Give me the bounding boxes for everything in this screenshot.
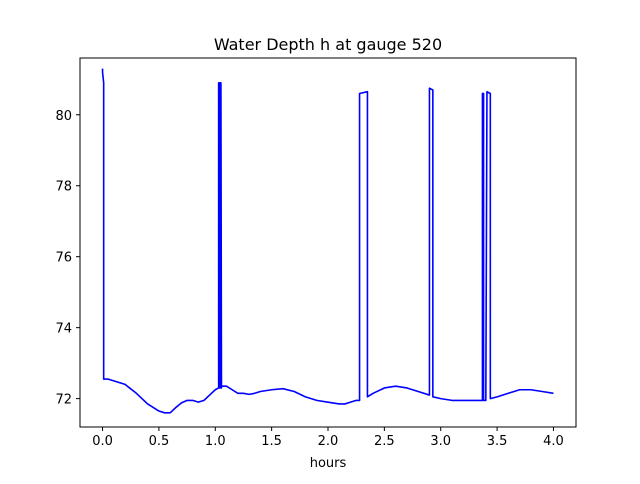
- x-tick-label: 0.5: [149, 434, 170, 449]
- x-tick-label: 2.5: [374, 434, 395, 449]
- x-tick-label: 4.0: [543, 434, 564, 449]
- plot-area: [101, 68, 554, 414]
- x-axis-label: hours: [310, 456, 347, 471]
- x-tick-label: 2.0: [318, 434, 339, 449]
- plot-frame: [79, 57, 577, 428]
- x-tick-label: 1.0: [205, 434, 226, 449]
- x-tick-label: 3.5: [487, 434, 508, 449]
- y-tick-label: 76: [55, 251, 72, 266]
- chart-title: Water Depth h at gauge 520: [214, 35, 442, 54]
- y-tick-label: 78: [55, 180, 72, 195]
- x-axis: 0.0 0.5 1.0 1.5 2.0 2.5 3.0 3.5 4.0: [92, 427, 564, 449]
- y-axis: 72 74 76 78 80: [55, 109, 80, 408]
- y-tick-label: 80: [55, 109, 72, 124]
- y-tick-label: 72: [55, 393, 72, 408]
- x-tick-label: 1.5: [261, 434, 282, 449]
- x-tick-label: 0.0: [92, 434, 113, 449]
- series-line-0: [101, 68, 554, 414]
- y-tick-label: 74: [55, 322, 72, 337]
- x-tick-label: 3.0: [430, 434, 451, 449]
